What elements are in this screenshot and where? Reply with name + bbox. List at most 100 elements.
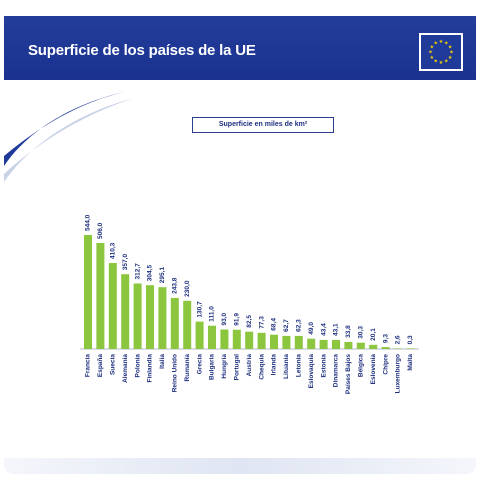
bar	[232, 329, 241, 349]
bar	[406, 348, 415, 349]
bar	[294, 335, 303, 349]
flag-star-icon: ★	[434, 59, 439, 65]
bar	[208, 325, 216, 349]
bar	[121, 274, 130, 349]
bar	[381, 347, 390, 349]
data-label: 62,7	[283, 319, 290, 332]
header-band: Superficie de los países de la UE ★ ★ ★ ★ ★ ★…	[4, 16, 476, 80]
data-label: 30,3	[358, 326, 365, 339]
category-label: Países Bajos	[345, 354, 352, 394]
bar	[195, 321, 204, 349]
category-label: Bélgica	[358, 354, 365, 378]
category-label: Alemania	[122, 354, 129, 383]
bar	[356, 342, 365, 349]
bar	[307, 338, 316, 349]
flag-star-icon: ★	[430, 44, 435, 50]
category-label: Francia	[85, 354, 92, 378]
flag-star-icon: ★	[428, 50, 433, 56]
category-label: Chipre	[382, 354, 389, 375]
data-label: 111,0	[209, 306, 216, 322]
category-label: Dinamarca	[333, 354, 340, 388]
data-label: 93,0	[221, 312, 228, 325]
data-label: 506,0	[97, 222, 104, 239]
category-label: Eslovaquia	[308, 354, 315, 389]
category-label: Bulgaria	[209, 354, 216, 380]
data-label: 91,9	[234, 313, 241, 326]
bar	[133, 283, 142, 349]
data-label: 130,7	[196, 301, 203, 318]
data-label: 20,1	[370, 328, 377, 341]
data-label: 77,3	[258, 316, 265, 329]
category-label: Finlandia	[147, 354, 154, 383]
data-label: 9,3	[382, 334, 389, 343]
bar	[282, 335, 291, 349]
chart-title: Superficie en miles de km²	[192, 117, 334, 133]
bar	[84, 235, 92, 349]
eu-flag-icon: ★ ★ ★ ★ ★ ★ ★ ★ ★ ★ ★ ★	[419, 33, 463, 71]
category-label: Italia	[159, 354, 166, 369]
bar	[257, 332, 266, 349]
bar	[158, 287, 167, 349]
flag-star-icon: ★	[444, 59, 449, 65]
category-label: Lituania	[283, 354, 290, 379]
bar	[270, 334, 278, 349]
bar	[332, 340, 340, 349]
category-label: Estonia	[320, 354, 327, 378]
data-label: 544,0	[85, 214, 92, 231]
data-label: 230,0	[184, 280, 191, 297]
category-label: Irlanda	[271, 354, 278, 376]
bar	[108, 263, 117, 349]
category-label: Chequia	[258, 354, 265, 380]
data-label: 49,0	[308, 322, 315, 335]
category-label: España	[97, 354, 104, 378]
page-title: Superficie de los países de la UE	[28, 42, 256, 59]
data-label: 2,6	[395, 335, 402, 344]
data-label: 0,3	[407, 335, 414, 344]
bar	[96, 243, 105, 349]
category-label: Rumanía	[184, 354, 191, 382]
bar	[344, 341, 353, 349]
bar	[170, 297, 179, 349]
slide: Superficie de los países de la UE ★ ★ ★ ★ ★ ★…	[4, 6, 476, 474]
bar	[369, 344, 378, 349]
flag-star-icon: ★	[434, 41, 439, 47]
flag-star-icon: ★	[448, 44, 453, 50]
flag-star-icon: ★	[439, 39, 444, 45]
data-label: 295,1	[159, 267, 166, 284]
footer-band	[4, 458, 476, 474]
bar	[245, 331, 254, 349]
bar	[394, 348, 402, 349]
data-label: 68,4	[271, 318, 278, 331]
flag-star-icon: ★	[430, 55, 435, 61]
data-label: 312,7	[134, 263, 141, 280]
data-label: 82,5	[246, 315, 253, 328]
category-label: Grecia	[196, 354, 203, 375]
flag-star-icon: ★	[449, 50, 454, 56]
category-label: Malta	[407, 354, 414, 371]
bar	[146, 285, 154, 349]
category-label: Hungría	[221, 354, 228, 379]
data-label: 62,3	[296, 319, 303, 332]
bar	[220, 329, 229, 349]
category-label: Luxemburgo	[395, 354, 402, 393]
data-label: 410,3	[110, 242, 117, 259]
data-label: 357,0	[122, 254, 129, 271]
data-label: 33,8	[345, 325, 352, 338]
category-label: Austria	[246, 354, 253, 377]
flag-star-icon: ★	[448, 55, 453, 61]
data-label: 243,8	[172, 277, 179, 294]
category-label: Suecia	[110, 354, 117, 375]
bar	[319, 339, 328, 349]
category-label: Polonia	[134, 354, 141, 378]
flag-star-icon: ★	[439, 60, 444, 66]
data-label: 43,4	[320, 323, 327, 336]
data-label: 304,5	[147, 265, 154, 282]
category-label: Portugal	[234, 354, 241, 381]
category-label: Letonia	[296, 354, 303, 377]
category-label: Reino Unido	[172, 354, 179, 392]
bar-chart: 544,0 Francia 506,0 España 410,3 Suecia 357,0 A…	[80, 214, 419, 394]
bar	[183, 300, 192, 349]
category-label: Eslovenia	[370, 354, 377, 385]
flag-star-icon: ★	[444, 41, 449, 47]
data-label: 43,1	[333, 323, 340, 336]
